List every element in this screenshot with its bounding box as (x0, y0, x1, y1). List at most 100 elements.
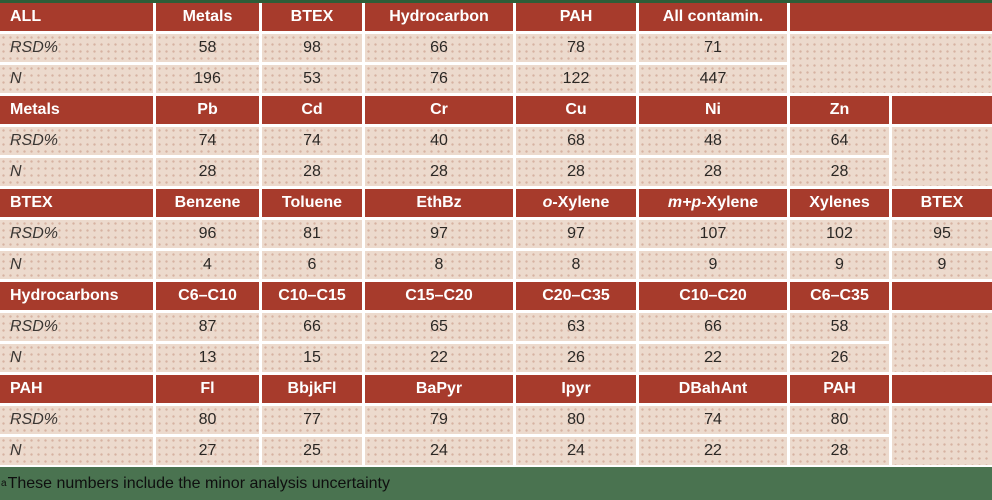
row-label-rsd: RSD% (0, 220, 153, 248)
value-cell: 107 (639, 220, 787, 248)
col-header: EthBz (365, 189, 513, 217)
value-cell: 98 (262, 34, 362, 62)
value-cell: 48 (639, 127, 787, 155)
value-cell: 25 (262, 437, 362, 465)
value-cell: 40 (365, 127, 513, 155)
row-label-rsd: RSD% (0, 313, 153, 341)
value-cell: 102 (790, 220, 889, 248)
row-label-n: N (0, 158, 153, 186)
col-header: Ipyr (516, 375, 636, 403)
value-cell: 447 (639, 65, 787, 93)
value-cell: 63 (516, 313, 636, 341)
row-label-n: N (0, 437, 153, 465)
block-label: ALL (0, 3, 153, 31)
col-header: BbjkFl (262, 375, 362, 403)
value-cell: 97 (365, 220, 513, 248)
value-cell: 58 (790, 313, 889, 341)
col-header: BTEX (892, 189, 992, 217)
col-header: Xylenes (790, 189, 889, 217)
filler-cell (892, 313, 992, 372)
value-cell: 74 (639, 406, 787, 434)
value-cell: 13 (156, 344, 259, 372)
col-header: Cu (516, 96, 636, 124)
value-cell: 8 (516, 251, 636, 279)
value-cell: 80 (790, 406, 889, 434)
col-header: Pb (156, 96, 259, 124)
value-cell: 28 (156, 158, 259, 186)
row-label-n: N (0, 344, 153, 372)
empty-header-cell (892, 375, 992, 403)
value-cell: 26 (516, 344, 636, 372)
block-label: Hydrocarbons (0, 282, 153, 310)
value-cell: 24 (365, 437, 513, 465)
header-italic-prefix: m+p (667, 194, 702, 211)
col-header: C20–C35 (516, 282, 636, 310)
value-cell: 28 (790, 437, 889, 465)
empty-header-cell (892, 96, 992, 124)
col-header-mp-xylene: m+p -Xylene (639, 189, 787, 217)
top-border-rule (0, 0, 992, 3)
value-cell: 65 (365, 313, 513, 341)
value-cell: 78 (516, 34, 636, 62)
value-cell: 26 (790, 344, 889, 372)
value-cell: 15 (262, 344, 362, 372)
header-rest: -Xylene (552, 194, 610, 211)
col-header: Cr (365, 96, 513, 124)
value-cell: 6 (262, 251, 362, 279)
row-label-n: N (0, 251, 153, 279)
value-cell: 9 (639, 251, 787, 279)
value-cell: 58 (156, 34, 259, 62)
filler-cell (790, 34, 992, 93)
col-header: Zn (790, 96, 889, 124)
value-cell: 87 (156, 313, 259, 341)
value-cell: 24 (516, 437, 636, 465)
value-cell: 74 (262, 127, 362, 155)
value-cell: 96 (156, 220, 259, 248)
value-cell: 64 (790, 127, 889, 155)
row-label-rsd: RSD% (0, 34, 153, 62)
value-cell: 53 (262, 65, 362, 93)
value-cell: 79 (365, 406, 513, 434)
value-cell: 77 (262, 406, 362, 434)
value-cell: 71 (639, 34, 787, 62)
empty-header-cell (892, 282, 992, 310)
value-cell: 27 (156, 437, 259, 465)
value-cell: 74 (156, 127, 259, 155)
value-cell: 80 (516, 406, 636, 434)
col-header: Hydrocarbon (365, 3, 513, 31)
value-cell: 22 (365, 344, 513, 372)
col-header: All contamin. (639, 3, 787, 31)
block-label: BTEX (0, 189, 153, 217)
filler-cell (892, 406, 992, 465)
value-cell: 80 (156, 406, 259, 434)
col-header: C6–C10 (156, 282, 259, 310)
value-cell: 66 (365, 34, 513, 62)
value-cell: 28 (639, 158, 787, 186)
value-cell: 68 (516, 127, 636, 155)
block-label: Metals (0, 96, 153, 124)
row-label-rsd: RSD% (0, 127, 153, 155)
value-cell: 9 (790, 251, 889, 279)
value-cell: 28 (365, 158, 513, 186)
col-header: PAH (516, 3, 636, 31)
value-cell: 196 (156, 65, 259, 93)
value-cell: 28 (790, 158, 889, 186)
row-label-n: N (0, 65, 153, 93)
value-cell: 122 (516, 65, 636, 93)
header-italic-prefix: o (542, 194, 553, 211)
col-header: PAH (790, 375, 889, 403)
value-cell: 9 (892, 251, 992, 279)
empty-header-cell (790, 3, 992, 31)
col-header: BTEX (262, 3, 362, 31)
value-cell: 28 (516, 158, 636, 186)
col-header: Benzene (156, 189, 259, 217)
filler-cell (892, 127, 992, 186)
col-header: C10–C20 (639, 282, 787, 310)
col-header: C10–C15 (262, 282, 362, 310)
col-header: Cd (262, 96, 362, 124)
col-header: Toluene (262, 189, 362, 217)
summary-table: ALL Metals BTEX Hydrocarbon PAH All cont… (0, 3, 992, 465)
col-header: C15–C20 (365, 282, 513, 310)
row-label-rsd: RSD% (0, 406, 153, 434)
footnote-bar: a These numbers include the minor analysi… (0, 467, 992, 500)
